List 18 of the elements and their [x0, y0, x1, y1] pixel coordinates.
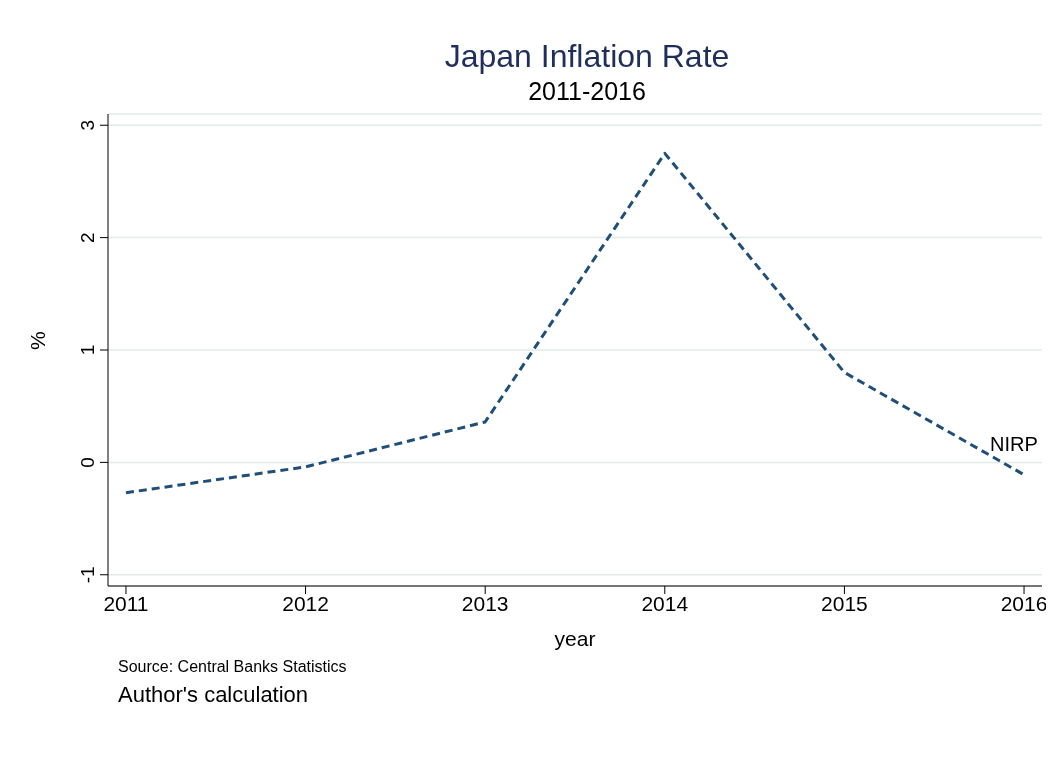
source-note: Source: Central Banks Statistics [118, 658, 348, 676]
y-tick-label: 0 [77, 457, 98, 468]
annotation: NIRP [990, 433, 1038, 456]
x-tick-label: 2015 [821, 591, 868, 615]
y-axis-title: % [26, 331, 50, 350]
x-tick-label: 2014 [641, 591, 689, 615]
x-tick-label: 2011 [103, 591, 149, 615]
x-tick-label: 2016 [1000, 591, 1048, 615]
y-tick-label: 2 [77, 232, 98, 243]
y-tick-label: 1 [77, 344, 98, 356]
chart-title: Japan Inflation Rate [443, 38, 731, 75]
x-tick-label: 2013 [461, 591, 509, 615]
y-tick-label: 3 [77, 119, 98, 131]
x-axis-title: year [554, 627, 596, 650]
x-tick-label: 2012 [282, 591, 329, 615]
text: Author's calculation [118, 682, 310, 708]
chart-subtitle: 2011-2016 [527, 77, 647, 106]
y-tick-label: -1 [77, 566, 98, 584]
